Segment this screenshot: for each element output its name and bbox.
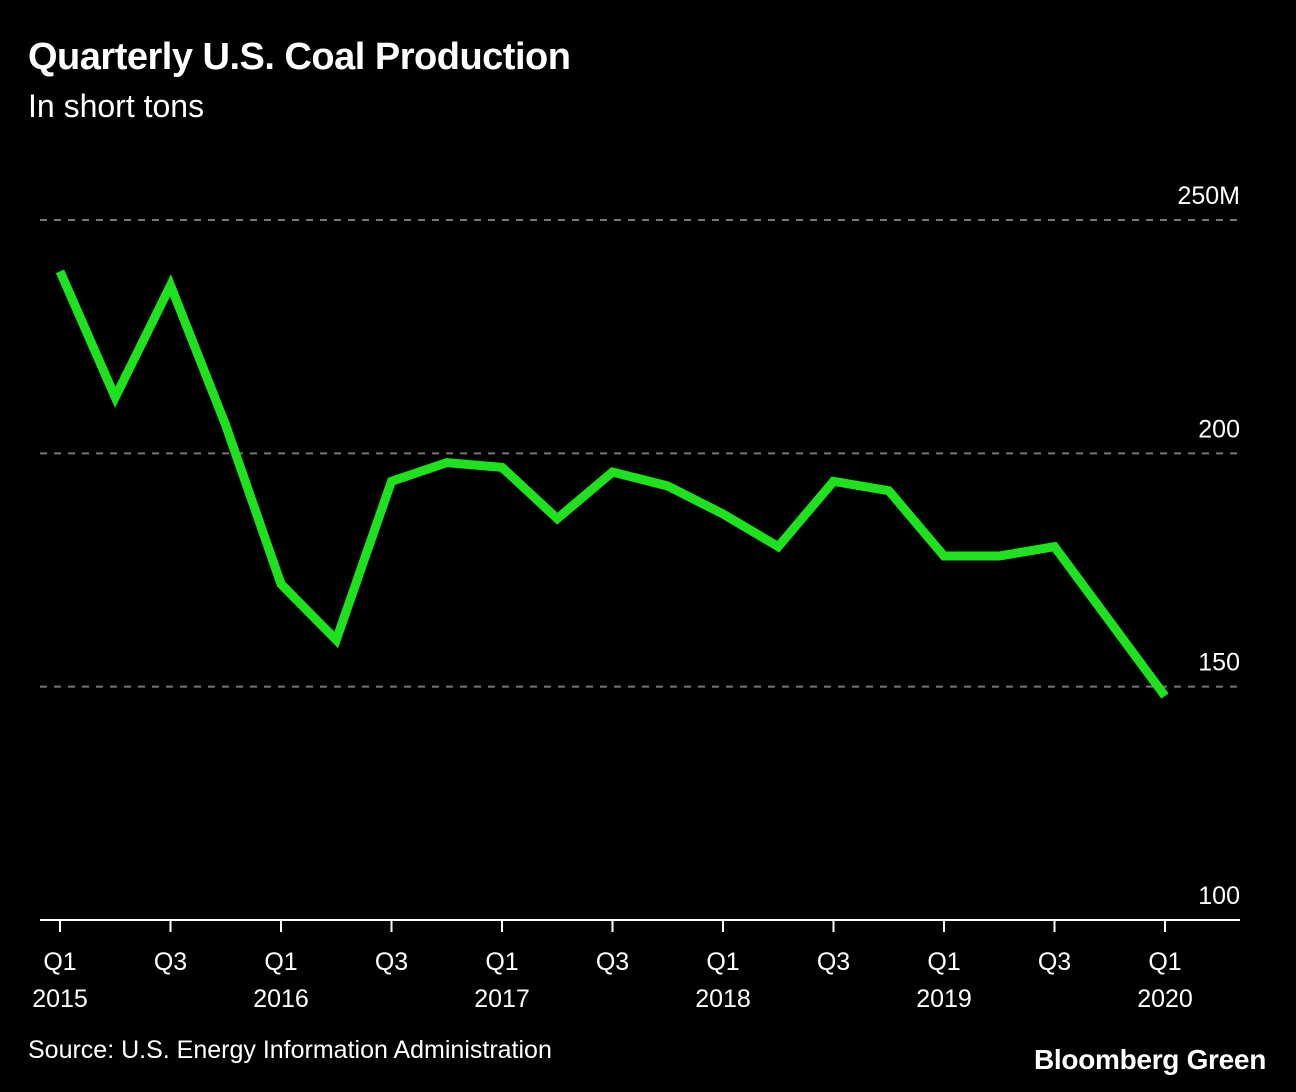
gridlines — [40, 219, 1240, 688]
x-tick-year-label: 2018 — [695, 985, 751, 1013]
x-tick-year-label: 2020 — [1137, 985, 1193, 1013]
x-tick-label: Q1 — [927, 948, 960, 976]
x-tick-label: Q3 — [1038, 948, 1071, 976]
series-layer — [55, 269, 1169, 699]
x-tick-year-label: 2019 — [916, 985, 972, 1013]
x-tick-label: Q3 — [817, 948, 850, 976]
y-tick-label: 250M — [1177, 182, 1240, 210]
x-tick-label: Q1 — [706, 948, 739, 976]
x-tick-labels: Q1 2015 Q3 Q1 2016 Q3 Q1 2017 Q3 Q1 2018 Q3 Q1 2019 Q3… — [32, 948, 1193, 1013]
x-tick-label: Q3 — [375, 948, 408, 976]
x-tick-label: Q1 — [485, 948, 518, 976]
x-tick-label: Q1 — [1148, 948, 1181, 976]
source-note: Source: U.S. Energy Information Administ… — [28, 1036, 552, 1064]
x-tick-label: Q3 — [596, 948, 629, 976]
y-tick-label: 150 — [1198, 649, 1240, 677]
x-tick-year-label: 2015 — [32, 985, 88, 1013]
x-tick-label: Q1 — [264, 948, 297, 976]
series-line — [55, 269, 1169, 699]
y-tick-label: 100 — [1198, 882, 1240, 910]
x-tick-year-label: 2017 — [474, 985, 530, 1013]
y-tick-label: 200 — [1198, 415, 1240, 443]
chart-title: Quarterly U.S. Coal Production — [28, 36, 571, 78]
y-tick-labels: 250M 200 150 100 — [1177, 182, 1240, 910]
brand-logo: Bloomberg Green — [1034, 1044, 1266, 1075]
x-tick-year-label: 2016 — [253, 985, 309, 1013]
x-axis — [40, 919, 1240, 932]
x-tick-label: Q1 — [43, 948, 76, 976]
chart-subtitle: In short tons — [28, 88, 205, 124]
x-tick-label: Q3 — [154, 948, 187, 976]
